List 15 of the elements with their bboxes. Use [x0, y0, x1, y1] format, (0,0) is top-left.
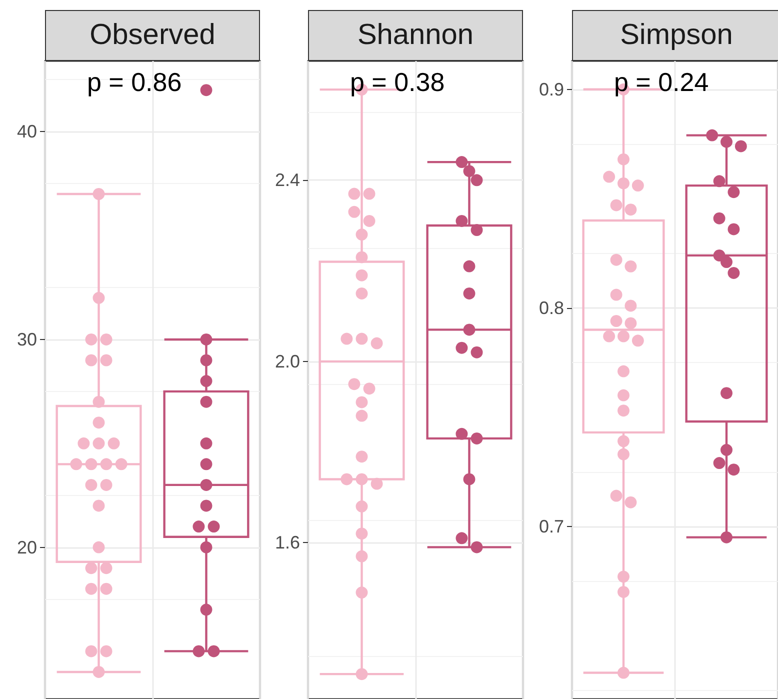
chart-title: Observed	[45, 10, 260, 61]
y-tick-label: 30	[16, 329, 37, 350]
y-tick-label: 1.6	[274, 532, 300, 553]
y-tick-label: 0.7	[538, 516, 564, 536]
annotation: p = 0.86	[87, 67, 182, 97]
annotation: p = 0.24	[614, 67, 709, 97]
chart-title: Simpson	[572, 10, 778, 61]
y-tick-label: 2.0	[274, 351, 300, 372]
y-tick-label: 2.4	[274, 170, 300, 190]
y-tick-label: 40	[16, 122, 37, 142]
y-tick-label: 20	[16, 537, 37, 558]
annotation: p = 0.38	[350, 67, 445, 97]
y-tick-label: 0.8	[538, 298, 564, 318]
y-tick-label: 0.9	[538, 79, 564, 100]
chart-title: Shannon	[308, 10, 523, 61]
